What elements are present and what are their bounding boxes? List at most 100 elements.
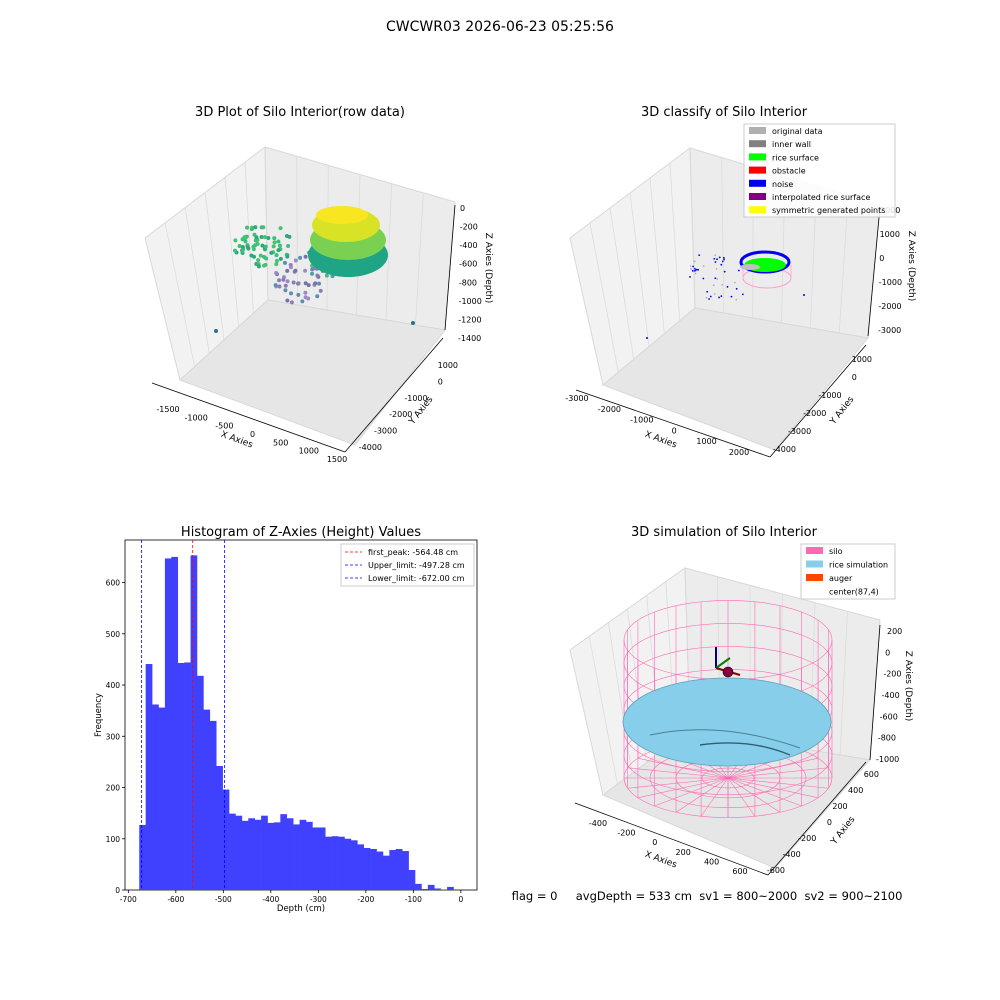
data-point bbox=[735, 287, 738, 290]
status-line: flag = 0 avgDepth = 533 cm sv1 = 800~200… bbox=[512, 889, 903, 903]
histogram-bar bbox=[222, 789, 230, 890]
histogram-bar bbox=[434, 888, 441, 890]
data-point bbox=[284, 233, 289, 238]
y-tick-label: 1000 bbox=[852, 355, 872, 364]
histogram-bar bbox=[408, 870, 416, 890]
histogram-bar bbox=[139, 824, 146, 890]
x-tick-label: -400 bbox=[262, 895, 279, 904]
data-point bbox=[726, 285, 729, 288]
legend-label: center(87,4) bbox=[829, 588, 879, 597]
histogram-bar bbox=[427, 884, 435, 890]
y-axis-line bbox=[769, 344, 867, 458]
x-axis-line bbox=[151, 382, 346, 453]
data-point bbox=[251, 247, 256, 252]
grid-line bbox=[184, 207, 210, 354]
legend-label: obstacle bbox=[772, 167, 806, 176]
z-tick-label: -1400 bbox=[458, 334, 481, 343]
histogram-bar bbox=[171, 556, 179, 890]
legend-swatch bbox=[806, 560, 823, 568]
y-tick-labels: 1000 0 -1000 -2000 -3000 -4000 bbox=[359, 361, 458, 452]
y-tick-label: 0 bbox=[115, 886, 120, 895]
legend-label: silo bbox=[829, 547, 843, 556]
grid-line bbox=[164, 222, 196, 367]
legend-label: rice surface bbox=[772, 153, 819, 162]
histogram-bar bbox=[280, 814, 288, 890]
data-point bbox=[698, 254, 701, 257]
legend-swatch bbox=[749, 140, 766, 148]
y-tick-label: 600 bbox=[864, 770, 879, 779]
legend-swatch bbox=[749, 166, 766, 174]
histogram-bar bbox=[209, 720, 217, 890]
histogram-bar bbox=[254, 819, 262, 890]
histogram-bar bbox=[415, 883, 422, 890]
classified-silo-ring bbox=[739, 250, 792, 289]
surface-top bbox=[316, 206, 368, 224]
x-tick-label: 0 bbox=[652, 838, 657, 847]
histogram-bar bbox=[145, 664, 153, 890]
grid-line bbox=[588, 636, 618, 785]
surface-ridge bbox=[649, 729, 801, 749]
histogram-bar bbox=[312, 827, 320, 890]
data-point bbox=[303, 254, 308, 259]
histogram-bar bbox=[338, 836, 345, 890]
data-point bbox=[256, 264, 261, 269]
x-tick-labels: -3000 -2000 -1000 0 1000 2000 bbox=[565, 394, 749, 457]
legend-swatch bbox=[749, 153, 766, 161]
grid-line bbox=[721, 157, 725, 314]
grid-line bbox=[629, 192, 650, 347]
grid-line bbox=[204, 192, 225, 341]
histogram-bar bbox=[203, 709, 211, 890]
z-axis-line bbox=[869, 624, 881, 761]
panel-classify-title: 3D classify of Silo Interior bbox=[641, 105, 808, 120]
data-point bbox=[243, 239, 248, 244]
data-point bbox=[723, 258, 725, 261]
data-point bbox=[275, 258, 280, 263]
data-point bbox=[296, 292, 301, 297]
legend-label: Lower_limit: -672.00 cm bbox=[368, 574, 465, 583]
z-tick-label: -200 bbox=[460, 223, 478, 232]
data-point bbox=[692, 265, 695, 268]
histogram-bar bbox=[357, 844, 365, 890]
z-tick-label: 200 bbox=[887, 627, 902, 636]
data-point bbox=[702, 277, 705, 280]
histogram-bar bbox=[440, 889, 448, 890]
data-point bbox=[281, 277, 286, 282]
y-tick-label: -400 bbox=[783, 850, 801, 859]
data-point bbox=[697, 268, 699, 271]
legend-swatch bbox=[749, 179, 766, 187]
data-point bbox=[263, 262, 268, 267]
data-point bbox=[286, 244, 291, 249]
legend-swatch bbox=[749, 127, 766, 134]
grid-line bbox=[609, 207, 635, 360]
histogram-bar bbox=[235, 815, 243, 890]
x-tick-labels: -1500 -1000 -500 0 500 1000 1500 bbox=[156, 405, 347, 464]
data-point bbox=[259, 235, 264, 240]
data-point bbox=[253, 243, 258, 248]
legend-label: original data bbox=[772, 127, 823, 136]
data-point bbox=[272, 236, 277, 241]
panel-classify-3d: 3D classify of Silo Interior -3000-2000-… bbox=[565, 105, 916, 458]
data-point bbox=[716, 258, 718, 261]
x-tick-label: 500 bbox=[273, 438, 288, 447]
y-tick-label: -3000 bbox=[788, 427, 811, 436]
histogram-bar bbox=[196, 675, 204, 890]
legend-label: noise bbox=[772, 180, 793, 189]
data-point bbox=[288, 291, 293, 296]
legend-label: first_peak: -564.48 cm bbox=[368, 548, 458, 557]
data-point bbox=[253, 225, 258, 230]
legend-label: Upper_limit: -497.28 cm bbox=[368, 561, 465, 570]
reference-lines bbox=[141, 540, 226, 890]
data-point bbox=[258, 253, 263, 258]
data-point bbox=[274, 253, 279, 258]
data-point bbox=[262, 254, 267, 259]
data-point bbox=[300, 299, 305, 304]
y-tick-label: 200 bbox=[106, 784, 121, 793]
histogram-bar bbox=[305, 821, 313, 890]
y-tick-label: 0 bbox=[852, 373, 857, 382]
z-tick-label: -400 bbox=[459, 241, 477, 250]
data-point bbox=[720, 295, 723, 298]
data-point bbox=[313, 281, 318, 286]
data-point bbox=[259, 225, 264, 230]
data-point bbox=[266, 236, 271, 241]
histogram-bar bbox=[318, 827, 326, 890]
